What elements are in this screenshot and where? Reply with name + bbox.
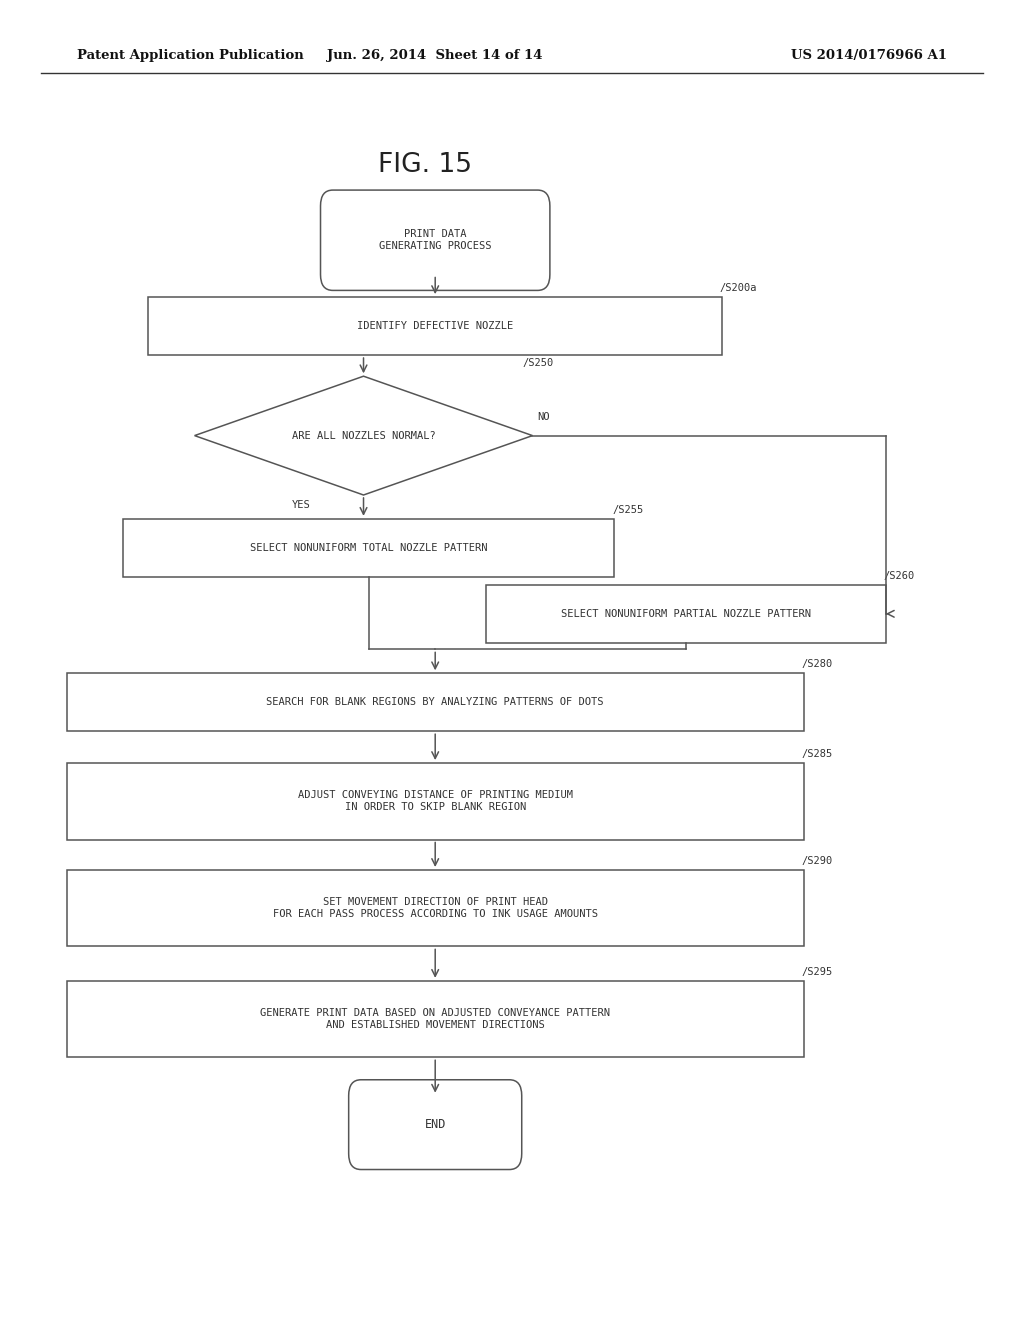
Text: ADJUST CONVEYING DISTANCE OF PRINTING MEDIUM
IN ORDER TO SKIP BLANK REGION: ADJUST CONVEYING DISTANCE OF PRINTING ME… [298, 791, 572, 812]
Text: US 2014/0176966 A1: US 2014/0176966 A1 [792, 49, 947, 62]
Bar [67, 673, 804, 731]
Bar [67, 981, 804, 1057]
Bar [123, 519, 614, 577]
Text: FIG. 15: FIG. 15 [378, 152, 472, 178]
Bar [148, 297, 722, 355]
Text: Patent Application Publication: Patent Application Publication [77, 49, 303, 62]
Text: /S260: /S260 [884, 570, 915, 581]
FancyBboxPatch shape [348, 1080, 521, 1170]
Text: YES: YES [292, 500, 310, 511]
Text: /S290: /S290 [802, 855, 834, 866]
Text: END: END [425, 1118, 445, 1131]
Text: ARE ALL NOZZLES NORMAL?: ARE ALL NOZZLES NORMAL? [292, 430, 435, 441]
Text: PRINT DATA
GENERATING PROCESS: PRINT DATA GENERATING PROCESS [379, 230, 492, 251]
Bar [486, 585, 886, 643]
Text: /S200a: /S200a [720, 282, 758, 293]
FancyBboxPatch shape [321, 190, 550, 290]
Text: /S250: /S250 [522, 358, 554, 368]
Bar [67, 763, 804, 840]
Text: SELECT NONUNIFORM PARTIAL NOZZLE PATTERN: SELECT NONUNIFORM PARTIAL NOZZLE PATTERN [561, 609, 811, 619]
Text: /S295: /S295 [802, 966, 834, 977]
Text: /S280: /S280 [802, 659, 834, 669]
Polygon shape [195, 376, 532, 495]
Text: Jun. 26, 2014  Sheet 14 of 14: Jun. 26, 2014 Sheet 14 of 14 [328, 49, 543, 62]
Text: SET MOVEMENT DIRECTION OF PRINT HEAD
FOR EACH PASS PROCESS ACCORDING TO INK USAG: SET MOVEMENT DIRECTION OF PRINT HEAD FOR… [272, 898, 598, 919]
Text: SEARCH FOR BLANK REGIONS BY ANALYZING PATTERNS OF DOTS: SEARCH FOR BLANK REGIONS BY ANALYZING PA… [266, 697, 604, 708]
Text: /S285: /S285 [802, 748, 834, 759]
Text: SELECT NONUNIFORM TOTAL NOZZLE PATTERN: SELECT NONUNIFORM TOTAL NOZZLE PATTERN [250, 543, 487, 553]
Text: /S255: /S255 [612, 504, 644, 515]
Text: GENERATE PRINT DATA BASED ON ADJUSTED CONVEYANCE PATTERN
AND ESTABLISHED MOVEMEN: GENERATE PRINT DATA BASED ON ADJUSTED CO… [260, 1008, 610, 1030]
Text: NO: NO [538, 412, 550, 422]
Text: IDENTIFY DEFECTIVE NOZZLE: IDENTIFY DEFECTIVE NOZZLE [357, 321, 513, 331]
Bar [67, 870, 804, 946]
